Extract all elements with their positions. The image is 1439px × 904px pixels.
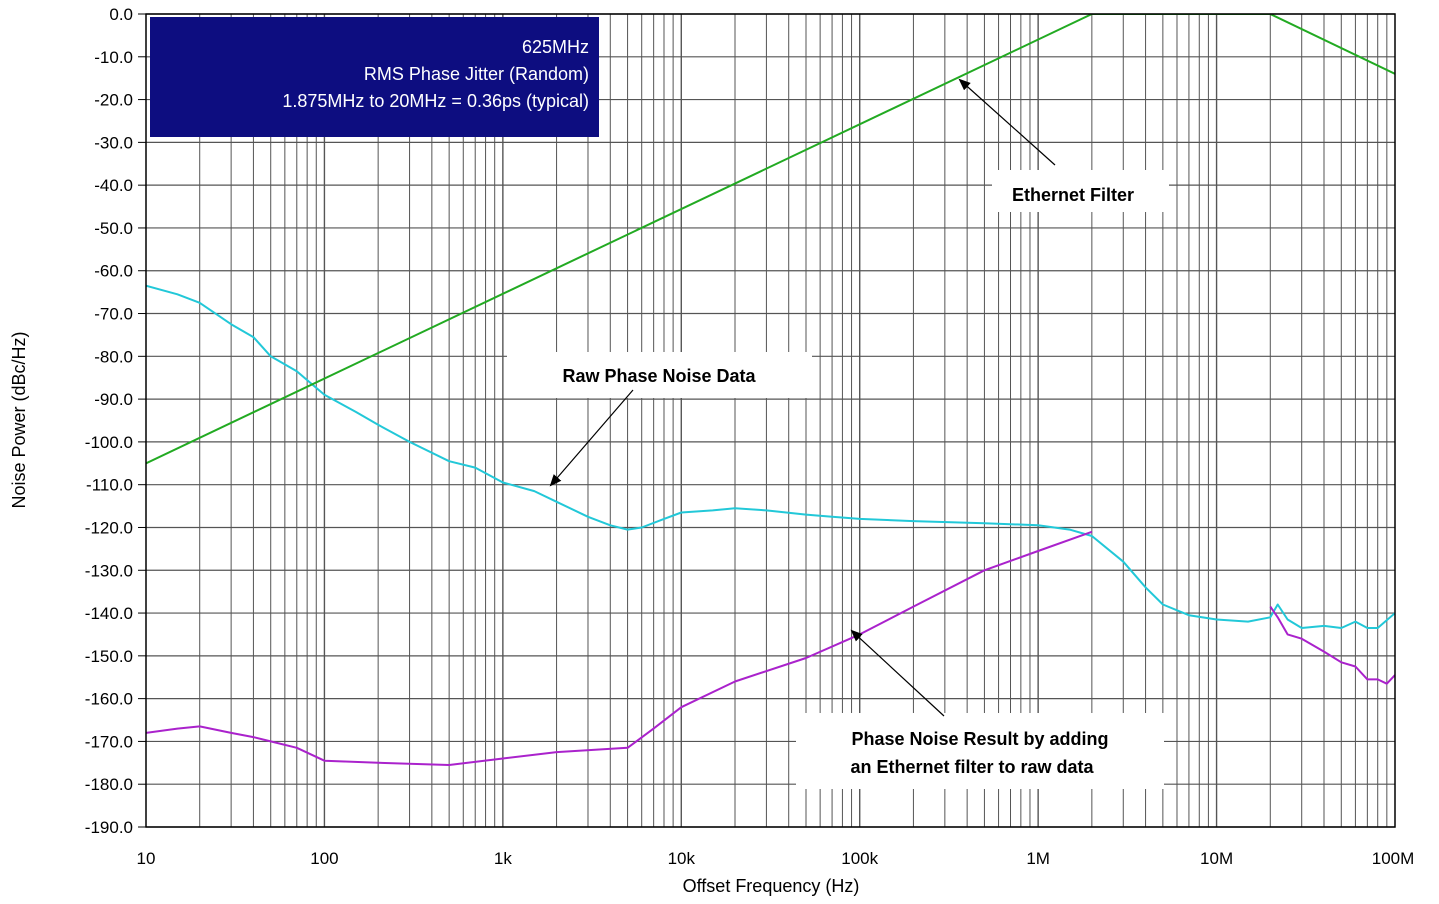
y-tick-label: -30.0 [94, 133, 133, 152]
raw-phase-noise-label: Raw Phase Noise Data [562, 366, 756, 386]
phase-noise-result-label-line2: an Ethernet filter to raw data [850, 757, 1094, 777]
y-axis-label: Noise Power (dBc/Hz) [9, 331, 29, 508]
y-tick-label: -140.0 [85, 604, 133, 623]
y-tick-label: -70.0 [94, 305, 133, 324]
y-tick-label: -20.0 [94, 91, 133, 110]
x-tick-label: 100 [310, 849, 338, 868]
y-tick-label: -50.0 [94, 219, 133, 238]
plot-background [146, 14, 1395, 827]
phase-noise-result-arrow [850, 629, 945, 717]
y-tick-label: -120.0 [85, 518, 133, 537]
series-line-filter [146, 14, 1395, 465]
y-tick-label: -40.0 [94, 176, 133, 195]
y-tick-label: -130.0 [85, 561, 133, 580]
x-tick-label: 100k [841, 849, 878, 868]
phase-noise-result-callout: Phase Noise Result by adding an Ethernet… [796, 629, 1164, 789]
jitter-info-box: 625MHz RMS Phase Jitter (Random) 1.875MH… [150, 17, 599, 137]
x-tick-label: 100M [1372, 849, 1415, 868]
y-tick-label: -10.0 [94, 48, 133, 67]
y-tick-label: -90.0 [94, 390, 133, 409]
info-line-jitter-value: 1.875MHz to 20MHz = 0.36ps (typical) [282, 91, 589, 111]
x-tick-label: 1k [494, 849, 512, 868]
y-tick-label: -170.0 [85, 732, 133, 751]
raw-phase-noise-label-box [507, 352, 812, 398]
y-tick-label: -60.0 [94, 262, 133, 281]
y-tick-label: -100.0 [85, 433, 133, 452]
y-tick-label: -150.0 [85, 647, 133, 666]
x-axis-label: Offset Frequency (Hz) [683, 876, 860, 896]
y-tick-label: -80.0 [94, 347, 133, 366]
raw-phase-noise-arrow [549, 389, 634, 487]
y-tick-label: -190.0 [85, 818, 133, 837]
x-tick-label: 1M [1026, 849, 1050, 868]
info-box-background [150, 17, 599, 137]
info-line-frequency: 625MHz [522, 37, 589, 57]
y-tick-label: 0.0 [109, 5, 133, 24]
ethernet-filter-callout: Ethernet Filter [958, 78, 1169, 212]
x-tick-labels: 10 100 1k 10k 100k 1M 10M 100M [137, 849, 1415, 868]
info-line-jitter-type: RMS Phase Jitter (Random) [364, 64, 589, 84]
plot-frame [145, 13, 1396, 828]
y-tick-label: -180.0 [85, 775, 133, 794]
series-line-result_tail [1269, 606, 1395, 685]
y-tick-label: -160.0 [85, 690, 133, 709]
ethernet-filter-label: Ethernet Filter [1012, 185, 1134, 205]
raw-phase-noise-callout: Raw Phase Noise Data [507, 352, 812, 487]
y-tick-label: -110.0 [86, 476, 133, 495]
y-tick-labels: 0.0 -10.0 -20.0 -30.0 -40.0 -50.0 -60.0 -70.0 -8… [85, 5, 146, 837]
phase-noise-result-label-box [796, 713, 1164, 789]
series-layer [146, 14, 1395, 766]
ethernet-filter-arrow [958, 78, 1056, 166]
x-tick-label: 10M [1200, 849, 1233, 868]
series-line-raw [146, 284, 1395, 629]
ethernet-filter-label-box [992, 170, 1169, 212]
phase-noise-result-label-line1: Phase Noise Result by adding [851, 729, 1108, 749]
x-tick-label: 10k [668, 849, 696, 868]
x-tick-label: 10 [137, 849, 156, 868]
series-line-result [146, 530, 1093, 766]
